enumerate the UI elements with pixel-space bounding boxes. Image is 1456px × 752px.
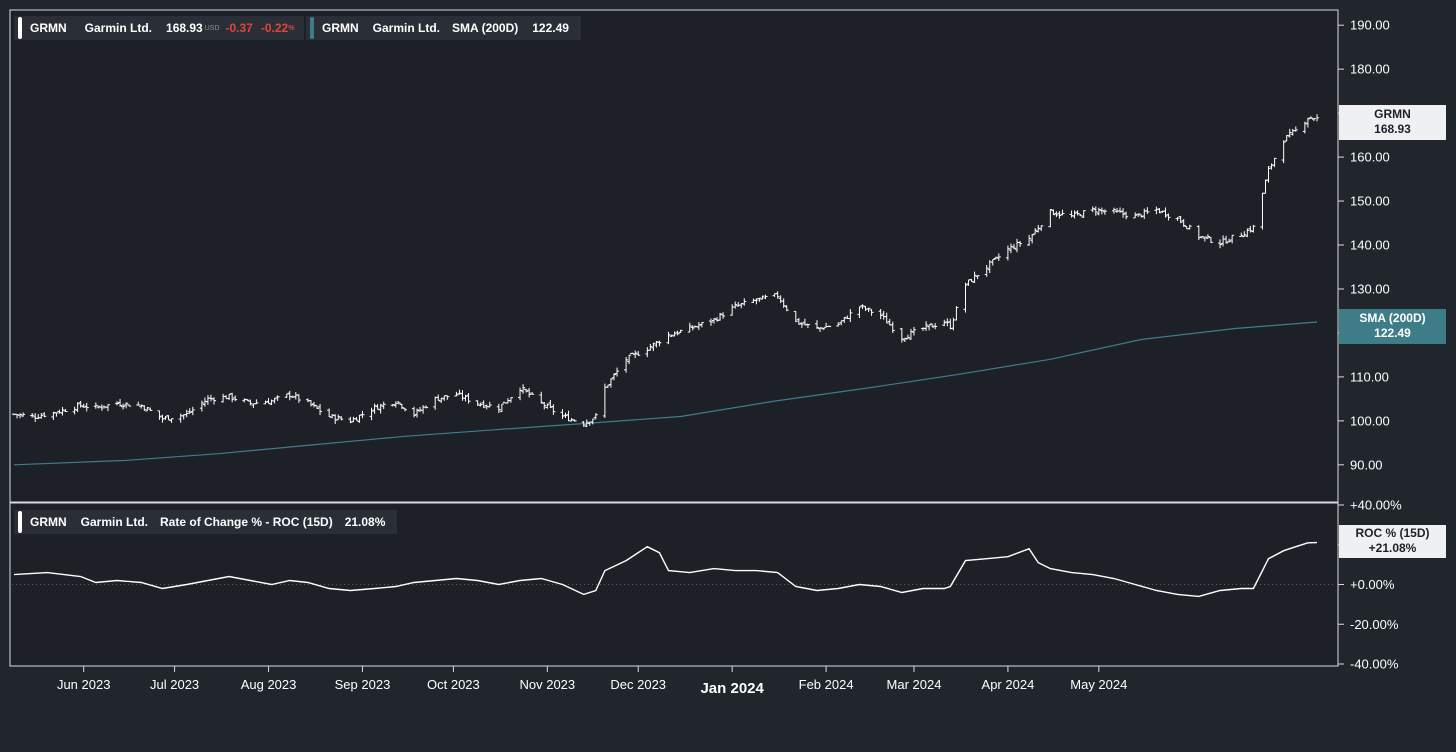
sma-legend-company: Garmin Ltd. <box>372 21 441 35</box>
roc-series-swatch <box>18 511 22 533</box>
roc-15d-line <box>13 541 1318 598</box>
price-ohlc-bars <box>12 114 1319 428</box>
price-series-swatch <box>18 17 22 39</box>
x-tick-label: Jun 2023 <box>57 677 111 692</box>
sma-200d-line <box>13 321 1318 466</box>
roc-tick-label: +0.00% <box>1350 577 1395 592</box>
x-tick-label: May 2024 <box>1070 677 1127 692</box>
x-tick-label: Jan 2024 <box>700 680 764 697</box>
roc-legend-indicator: Rate of Change % - ROC (15D) <box>160 515 333 529</box>
price-tick-label: 160.00 <box>1350 150 1390 165</box>
sma-legend[interactable]: GRMN Garmin Ltd. SMA (200D) 122.49 <box>306 16 581 40</box>
last-price-tag: GRMN 168.93 <box>1339 105 1446 140</box>
price-legend[interactable]: GRMN Garmin Ltd. 168.93 USD -0.37 -0.22% <box>14 16 305 40</box>
x-tick-label: Oct 2023 <box>427 677 480 692</box>
roc-legend-value: 21.08% <box>344 515 386 529</box>
price-tick-label: 190.00 <box>1350 18 1390 33</box>
price-y-axis: 90.00100.00110.00120.00130.00140.00150.0… <box>1338 18 1390 472</box>
sma-value-tag: SMA (200D) 122.49 <box>1339 309 1446 344</box>
roc-tick-label: -20.00% <box>1350 617 1399 632</box>
last-price-tag-value: 168.93 <box>1374 122 1411 136</box>
price-tick-label: 180.00 <box>1350 62 1390 77</box>
time-x-axis: Jun 2023 Jul 2023 Aug 2023 Sep 2023 Oct 2023… <box>57 666 1127 697</box>
last-price-tag-label: GRMN <box>1374 107 1411 121</box>
price-tick-label: 110.00 <box>1350 369 1389 384</box>
roc-legend-company: Garmin Ltd. <box>80 515 149 529</box>
x-tick-label: Dec 2023 <box>610 677 666 692</box>
roc-tick-label: +40.00% <box>1350 498 1402 513</box>
roc-value-tag-label: ROC % (15D) <box>1355 526 1430 540</box>
roc-value-tag-value: +21.08% <box>1368 541 1417 555</box>
price-tick-label: 130.00 <box>1350 281 1390 296</box>
sma-value-tag-value: 122.49 <box>1374 326 1411 340</box>
legend-change: -0.37 <box>225 21 253 35</box>
sma-legend-value: 122.49 <box>532 21 569 35</box>
roc-legend-symbol: GRMN <box>30 515 67 529</box>
legend-company: Garmin Ltd. <box>84 21 153 35</box>
sma-legend-indicator: SMA (200D) <box>452 21 519 35</box>
x-tick-label: Jul 2023 <box>150 677 199 692</box>
x-tick-label: Aug 2023 <box>241 677 297 692</box>
x-tick-label: Feb 2024 <box>799 677 854 692</box>
sma-legend-symbol: GRMN <box>322 21 359 35</box>
roc-legend[interactable]: GRMN Garmin Ltd. Rate of Change % - ROC … <box>14 510 398 534</box>
price-tick-label: 140.00 <box>1350 238 1390 253</box>
sma-series-swatch <box>310 17 314 39</box>
x-tick-label: Nov 2023 <box>519 677 575 692</box>
legend-currency: USD <box>204 24 220 32</box>
x-tick-label: Mar 2024 <box>887 677 942 692</box>
sma-value-tag-label: SMA (200D) <box>1359 311 1426 325</box>
legend-price: 168.93 <box>166 21 203 35</box>
price-tick-label: 90.00 <box>1350 457 1383 472</box>
price-panel-frame <box>9 9 1339 503</box>
roc-tick-label: -40.00% <box>1350 657 1399 672</box>
roc-y-axis: -40.00%-20.00%+0.00%+20.00%+40.00% <box>1338 498 1402 672</box>
roc-value-tag: ROC % (15D) +21.08% <box>1339 525 1446 558</box>
legend-pct-sign: % <box>288 24 295 32</box>
x-tick-label: Apr 2024 <box>982 677 1035 692</box>
legend-symbol: GRMN <box>30 21 67 35</box>
price-tick-label: 150.00 <box>1350 194 1390 209</box>
x-tick-label: Sep 2023 <box>335 677 391 692</box>
legend-change-pct: -0.22 <box>260 21 289 35</box>
price-tick-label: 100.00 <box>1350 413 1390 428</box>
